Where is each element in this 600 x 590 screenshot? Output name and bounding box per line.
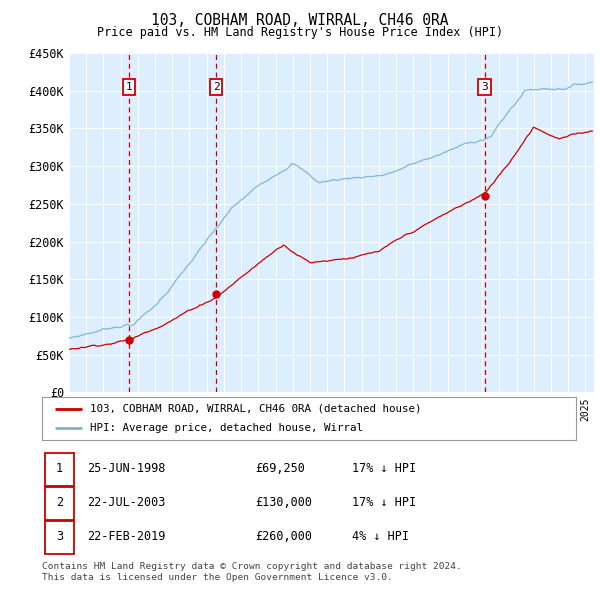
Text: HPI: Average price, detached house, Wirral: HPI: Average price, detached house, Wirr…: [90, 423, 363, 433]
Text: 3: 3: [56, 530, 63, 543]
Text: 2: 2: [213, 82, 220, 92]
Text: 22-FEB-2019: 22-FEB-2019: [88, 530, 166, 543]
Text: 103, COBHAM ROAD, WIRRAL, CH46 0RA (detached house): 103, COBHAM ROAD, WIRRAL, CH46 0RA (deta…: [90, 404, 422, 414]
Text: Price paid vs. HM Land Registry's House Price Index (HPI): Price paid vs. HM Land Registry's House …: [97, 26, 503, 39]
FancyBboxPatch shape: [44, 453, 74, 486]
FancyBboxPatch shape: [44, 521, 74, 553]
Text: 4% ↓ HPI: 4% ↓ HPI: [352, 530, 409, 543]
Text: This data is licensed under the Open Government Licence v3.0.: This data is licensed under the Open Gov…: [42, 573, 393, 582]
Text: 1: 1: [56, 462, 63, 475]
Text: 1: 1: [125, 82, 132, 92]
Text: 22-JUL-2003: 22-JUL-2003: [88, 496, 166, 509]
Text: 3: 3: [481, 82, 488, 92]
FancyBboxPatch shape: [44, 487, 74, 520]
Text: £69,250: £69,250: [256, 462, 305, 475]
Text: £260,000: £260,000: [256, 530, 313, 543]
Text: 25-JUN-1998: 25-JUN-1998: [88, 462, 166, 475]
Text: 17% ↓ HPI: 17% ↓ HPI: [352, 462, 416, 475]
Text: 103, COBHAM ROAD, WIRRAL, CH46 0RA: 103, COBHAM ROAD, WIRRAL, CH46 0RA: [151, 13, 449, 28]
Text: 2: 2: [56, 496, 63, 509]
Text: 17% ↓ HPI: 17% ↓ HPI: [352, 496, 416, 509]
Text: Contains HM Land Registry data © Crown copyright and database right 2024.: Contains HM Land Registry data © Crown c…: [42, 562, 462, 571]
Text: £130,000: £130,000: [256, 496, 313, 509]
